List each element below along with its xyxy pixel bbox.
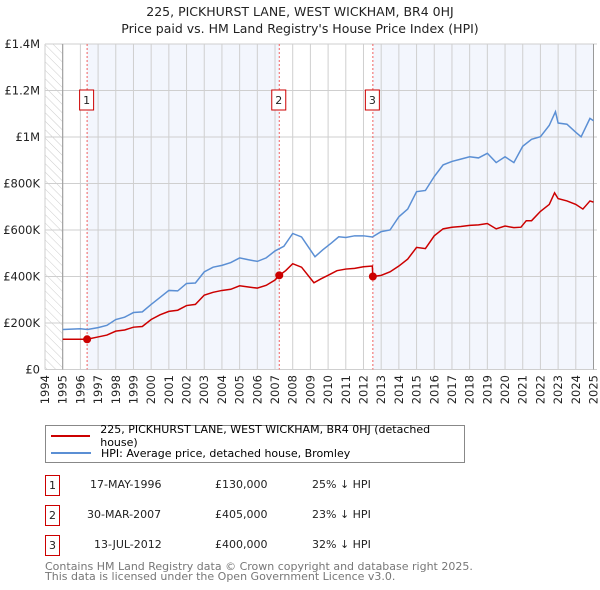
x-tick-label: 2006 <box>250 375 264 404</box>
x-tick-label: 2000 <box>144 375 158 404</box>
x-tick-label: 2025 <box>587 375 600 404</box>
x-tick-label: 1996 <box>73 375 87 404</box>
x-tick-label: 2005 <box>233 375 247 404</box>
x-tick-label: 2020 <box>498 375 512 404</box>
sale-hpi-diff: 25% ↓ HPI <box>312 478 371 491</box>
y-tick-label: £600K <box>3 223 40 237</box>
x-tick-label: 2010 <box>321 375 335 404</box>
y-tick-label: £800K <box>3 177 40 191</box>
x-tick-label: 1995 <box>56 375 70 404</box>
x-tick-label: 1994 <box>38 375 52 404</box>
price-paid-line <box>62 191 594 341</box>
chart-subtitle: Price paid vs. HM Land Registry's House … <box>121 21 479 36</box>
legend-label: HPI: Average price, detached house, Brom… <box>101 446 351 460</box>
y-tick-label: £0 <box>25 363 40 377</box>
hatched-region <box>45 44 63 370</box>
x-tick-label: 2023 <box>551 375 565 404</box>
hpi-line <box>62 109 594 331</box>
x-tick-label: 2011 <box>339 375 353 404</box>
x-tick-label: 2021 <box>516 375 530 404</box>
sale-price: £130,000 <box>215 478 268 491</box>
x-tick-label: 2016 <box>427 375 441 404</box>
x-tick-label: 2002 <box>180 375 194 404</box>
legend-label: 225, PICKHURST LANE, WEST WICKHAM, BR4 0… <box>100 423 431 449</box>
legend-swatch-blue <box>51 452 91 454</box>
sale-label-box <box>271 89 287 111</box>
x-tick-label: 2003 <box>197 375 211 404</box>
sale-point <box>83 335 92 344</box>
x-tick-label: 2017 <box>445 375 459 404</box>
sale-date: 30-MAR-2007 <box>87 508 162 521</box>
x-tick-label: 2013 <box>374 375 388 404</box>
y-tick-label: £1.2M <box>4 84 40 98</box>
sale-date: 13-JUL-2012 <box>94 538 162 551</box>
x-tick-label: 2024 <box>569 375 583 404</box>
sale-hpi-diff: 23% ↓ HPI <box>312 508 371 521</box>
legend-item-property: 225, PICKHURST LANE, WEST WICKHAM, BR4 0… <box>46 423 464 449</box>
sale-date: 17-MAY-1996 <box>90 478 162 491</box>
x-tick-label: 1997 <box>91 375 105 404</box>
x-tick-label: 2004 <box>215 375 229 404</box>
sale-label: 1 <box>83 94 90 107</box>
footer-copyright: Contains HM Land Registry data © Crown c… <box>45 560 473 573</box>
x-tick-label: 2019 <box>480 375 494 404</box>
sale-label-box <box>79 89 95 111</box>
footer-licence: This data is licensed under the Open Gov… <box>45 570 396 583</box>
y-tick-label: £1.4M <box>4 37 40 51</box>
y-tick-label: £1M <box>15 130 40 144</box>
x-tick-label: 2022 <box>533 375 547 404</box>
x-tick-label: 1999 <box>126 375 140 404</box>
sale-label: 2 <box>275 94 282 107</box>
x-tick-label: 2012 <box>356 375 370 404</box>
sale-price: £400,000 <box>215 538 268 551</box>
x-tick-label: 2007 <box>268 375 282 404</box>
shaded-ownership-period <box>87 44 280 370</box>
sale-point <box>368 272 377 281</box>
shaded-ownership-period <box>372 44 594 370</box>
legend: 225, PICKHURST LANE, WEST WICKHAM, BR4 0… <box>45 423 465 463</box>
x-tick-label: 2015 <box>410 375 424 404</box>
chart-title: 225, PICKHURST LANE, WEST WICKHAM, BR4 0… <box>146 4 454 19</box>
x-tick-label: 2009 <box>303 375 317 404</box>
legend-swatch-red <box>51 435 91 437</box>
sale-badge: 1 <box>45 475 60 496</box>
chart-plot: 1994 1995 1996 1997 1998 1999 2000 2001 2002 2003… <box>3 37 600 404</box>
sale-label-box <box>364 89 380 111</box>
x-tick-label: 2008 <box>286 375 300 404</box>
sale-badge: 2 <box>45 505 60 526</box>
sale-badge: 3 <box>45 535 60 556</box>
x-tick-label: 2001 <box>162 375 176 404</box>
sale-price: £405,000 <box>215 508 268 521</box>
legend-item-hpi: HPI: Average price, detached house, Brom… <box>46 445 350 461</box>
x-tick-label: 2018 <box>463 375 477 404</box>
y-tick-label: £400K <box>3 270 40 284</box>
sale-hpi-diff: 32% ↓ HPI <box>312 538 371 551</box>
x-tick-label: 1998 <box>109 375 123 404</box>
sale-label: 3 <box>369 94 376 107</box>
x-tick-label: 2014 <box>392 375 406 404</box>
sale-point <box>275 271 284 280</box>
y-tick-label: £200K <box>3 316 40 330</box>
